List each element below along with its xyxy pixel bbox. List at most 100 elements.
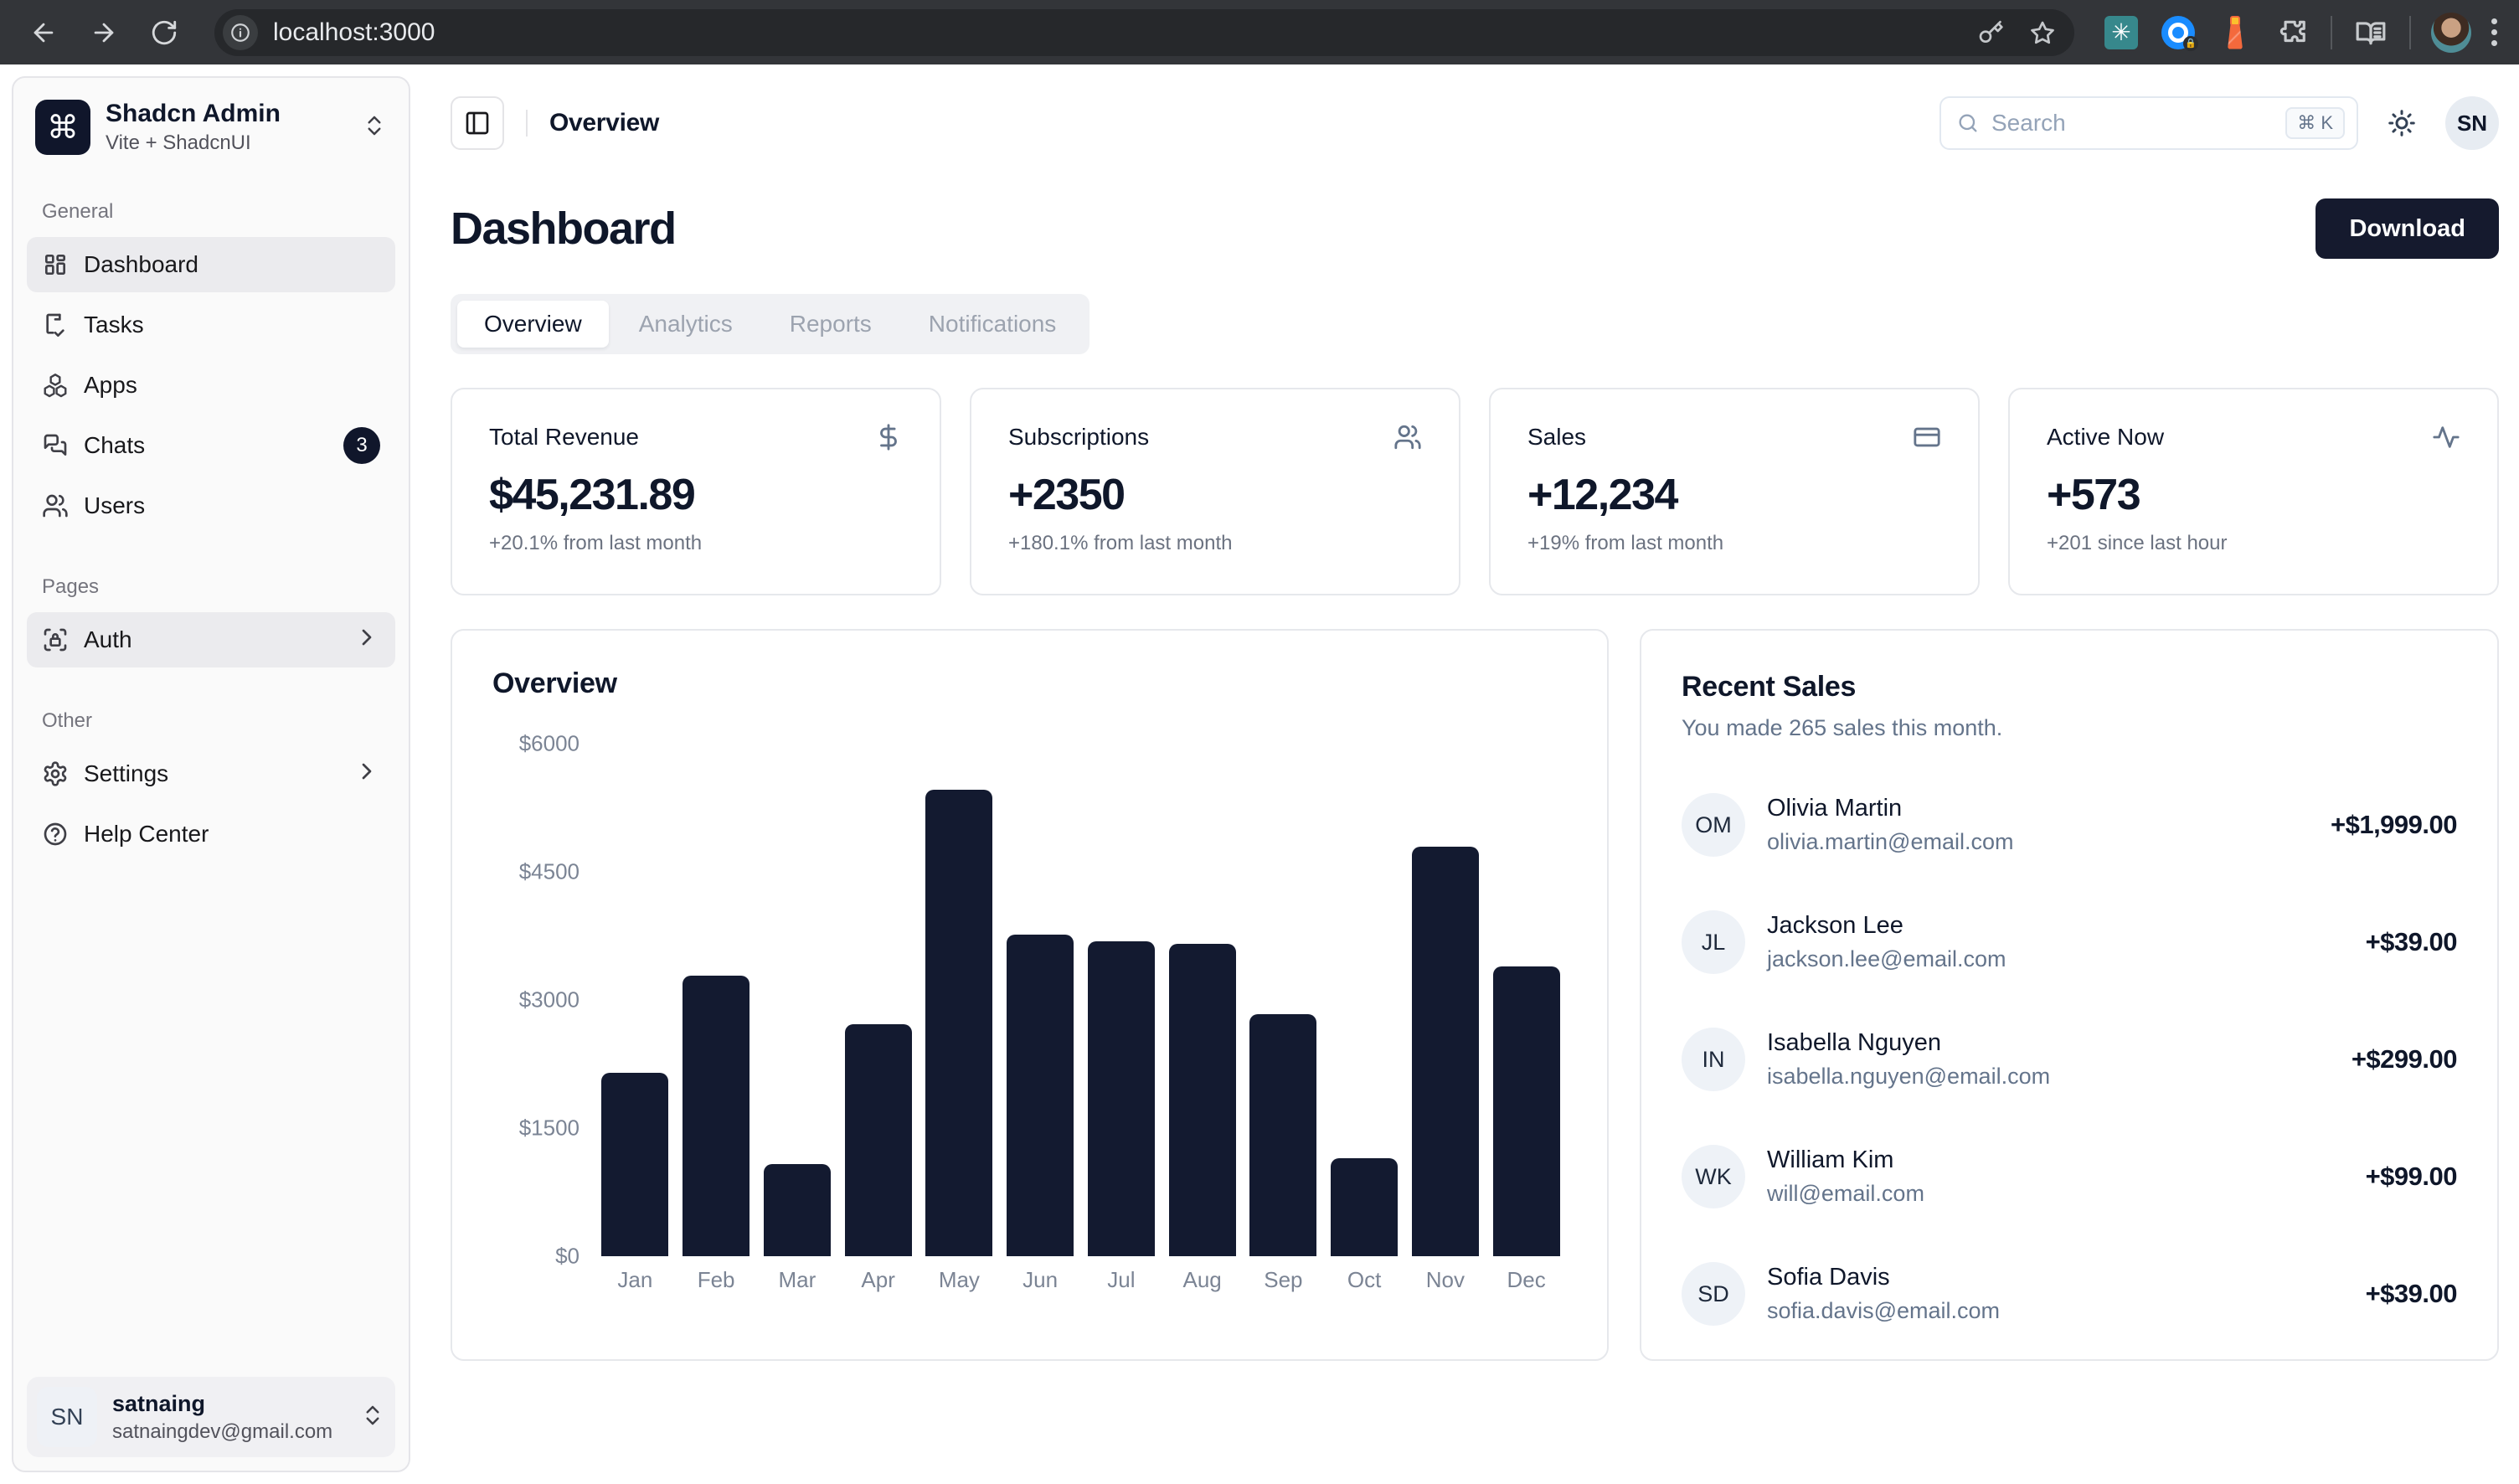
section-label-pages: Pages: [42, 575, 100, 598]
team-subtitle: Vite + ShadcnUI: [106, 131, 251, 154]
search-box[interactable]: ⌘ K: [1939, 96, 2358, 150]
dashboard-tabs: Overview Analytics Reports Notifications: [451, 294, 1090, 354]
recent-sales-list: OM Olivia Martin olivia.martin@email.com +$…: [1682, 793, 2458, 1379]
user-email: satnaingdev@gmail.com: [112, 1420, 333, 1443]
sale-amount: +$39.00: [2365, 927, 2458, 956]
reading-list-icon[interactable]: [2352, 14, 2389, 51]
apps-icon: [44, 374, 67, 398]
extensions-puzzle-icon[interactable]: [2274, 14, 2310, 51]
team-name: Shadcn Admin: [106, 100, 281, 127]
sidebar-item-settings[interactable]: Settings: [27, 746, 395, 801]
sale-customer-email: will@email.com: [1767, 1181, 1924, 1206]
app-window: ⌘ Shadcn Admin Vite + ShadcnUI General D…: [0, 64, 2519, 1484]
chart-bar: [1492, 966, 1560, 1256]
toolbar-divider: [2331, 15, 2332, 49]
panel-left-icon: [466, 111, 489, 135]
sidebar-item-chats[interactable]: Chats 3: [27, 418, 395, 473]
theme-toggle-button[interactable]: [2387, 108, 2417, 138]
chart-bar: [601, 1073, 669, 1256]
tab-analytics[interactable]: Analytics: [638, 311, 733, 337]
sidebar-item-help-center[interactable]: Help Center: [27, 806, 395, 862]
sidebar-item-auth[interactable]: Auth: [27, 612, 395, 667]
sale-amount: +$1,999.00: [2330, 810, 2458, 839]
sale-customer-email: olivia.martin@email.com: [1767, 829, 2014, 854]
main-area: Overview ⌘ K SN Dashboard Download Overv…: [410, 64, 2519, 1484]
sidebar-user-menu[interactable]: SN satnaing satnaingdev@gmail.com: [27, 1377, 395, 1457]
browser-reload-button[interactable]: [142, 11, 186, 54]
chart-bar: [1331, 1158, 1399, 1256]
sidebar-item-users[interactable]: Users: [27, 478, 395, 533]
dollar-sign-icon: [880, 424, 897, 451]
toolbar-divider: [2409, 15, 2411, 49]
browser-profile-avatar[interactable]: [2431, 12, 2471, 53]
sale-avatar: JL: [1682, 910, 1745, 974]
chats-badge: 3: [343, 427, 380, 464]
x-axis-label: Jul: [1107, 1267, 1136, 1292]
extension-lighthouse-icon[interactable]: [2217, 14, 2254, 51]
sale-avatar: WK: [1682, 1145, 1745, 1208]
url-text[interactable]: localhost:3000: [273, 18, 435, 46]
sale-row: SD Sofia Davis sofia.davis@email.com +$39.0…: [1682, 1262, 2458, 1326]
download-button[interactable]: Download: [2316, 198, 2499, 259]
site-info-icon[interactable]: [223, 14, 258, 50]
team-switcher[interactable]: ⌘ Shadcn Admin Vite + ShadcnUI: [27, 91, 395, 163]
browser-forward-button[interactable]: [82, 11, 126, 54]
help-circle-icon: [44, 822, 67, 846]
dashboard-icon: [44, 255, 65, 275]
stat-cards: Total Revenue $45,231.89 +20.1% from las…: [451, 388, 2499, 595]
sidebar-toggle-button[interactable]: [451, 96, 504, 150]
sale-amount: +$99.00: [2365, 1162, 2458, 1191]
x-axis-label: Jan: [617, 1267, 653, 1292]
chart-bar: [844, 1024, 912, 1256]
sale-customer-email: jackson.lee@email.com: [1767, 946, 2006, 971]
chart-bar: [925, 790, 993, 1256]
activity-icon: [2433, 426, 2460, 448]
y-axis-tick: $0: [555, 1243, 580, 1269]
chevrons-up-down-icon: [360, 1403, 385, 1432]
password-key-icon[interactable]: [1977, 19, 2004, 46]
sidebar-item-apps[interactable]: Apps: [27, 358, 395, 413]
sidebar-item-tasks[interactable]: Tasks: [27, 297, 395, 353]
chart-bar-column: Dec: [1487, 744, 1565, 1293]
chevron-right-icon: [353, 758, 380, 791]
chart-bar-column: Nov: [1406, 744, 1484, 1293]
x-axis-label: Oct: [1347, 1267, 1382, 1292]
user-name: satnaing: [112, 1390, 206, 1416]
chevron-right-icon: [353, 624, 380, 657]
y-axis-tick: $1500: [518, 1115, 580, 1141]
chevrons-up-down-icon: [362, 113, 387, 142]
browser-back-button[interactable]: [22, 11, 65, 54]
recent-sales-subtitle: You made 265 sales this month.: [1682, 715, 2003, 740]
browser-toolbar: localhost:3000 ✳ 🔒: [0, 0, 2519, 64]
search-input[interactable]: [1991, 110, 2274, 137]
extension-1password-icon[interactable]: 🔒: [2160, 14, 2198, 51]
users-icon: [43, 494, 68, 518]
user-avatar: SN: [37, 1387, 97, 1447]
sale-amount: +$299.00: [2351, 1044, 2458, 1074]
sale-avatar: OM: [1682, 793, 1745, 857]
page-title: Dashboard: [451, 204, 677, 254]
credit-card-icon: [1914, 427, 1940, 447]
extension-arc-icon[interactable]: ✳: [2103, 14, 2140, 51]
recent-sales-card: Recent Sales You made 265 sales this mon…: [1640, 629, 2499, 1361]
chart-bar-column: Feb: [677, 744, 755, 1293]
bookmark-star-icon[interactable]: [2029, 19, 2056, 46]
x-axis-label: Nov: [1425, 1267, 1465, 1292]
browser-menu-icon[interactable]: [2491, 18, 2497, 46]
x-axis-label: Dec: [1507, 1267, 1546, 1292]
chart-bar: [1007, 935, 1074, 1256]
sale-amount: +$39.00: [2365, 1279, 2458, 1308]
x-axis-label: Aug: [1182, 1267, 1222, 1292]
tab-notifications[interactable]: Notifications: [928, 311, 1057, 337]
header-divider: [526, 110, 528, 137]
sale-customer-email: sofia.davis@email.com: [1767, 1298, 2001, 1323]
tab-reports[interactable]: Reports: [789, 311, 872, 337]
profile-avatar-button[interactable]: SN: [2445, 96, 2499, 150]
tasks-icon: [46, 313, 64, 337]
sidebar-item-dashboard[interactable]: Dashboard: [27, 237, 395, 292]
chart-bar-column: Apr: [839, 744, 917, 1293]
y-axis-tick: $6000: [518, 730, 580, 756]
tab-overview[interactable]: Overview: [457, 301, 609, 348]
command-logo-icon: ⌘: [35, 100, 90, 155]
browser-address-bar[interactable]: localhost:3000: [214, 8, 2074, 56]
